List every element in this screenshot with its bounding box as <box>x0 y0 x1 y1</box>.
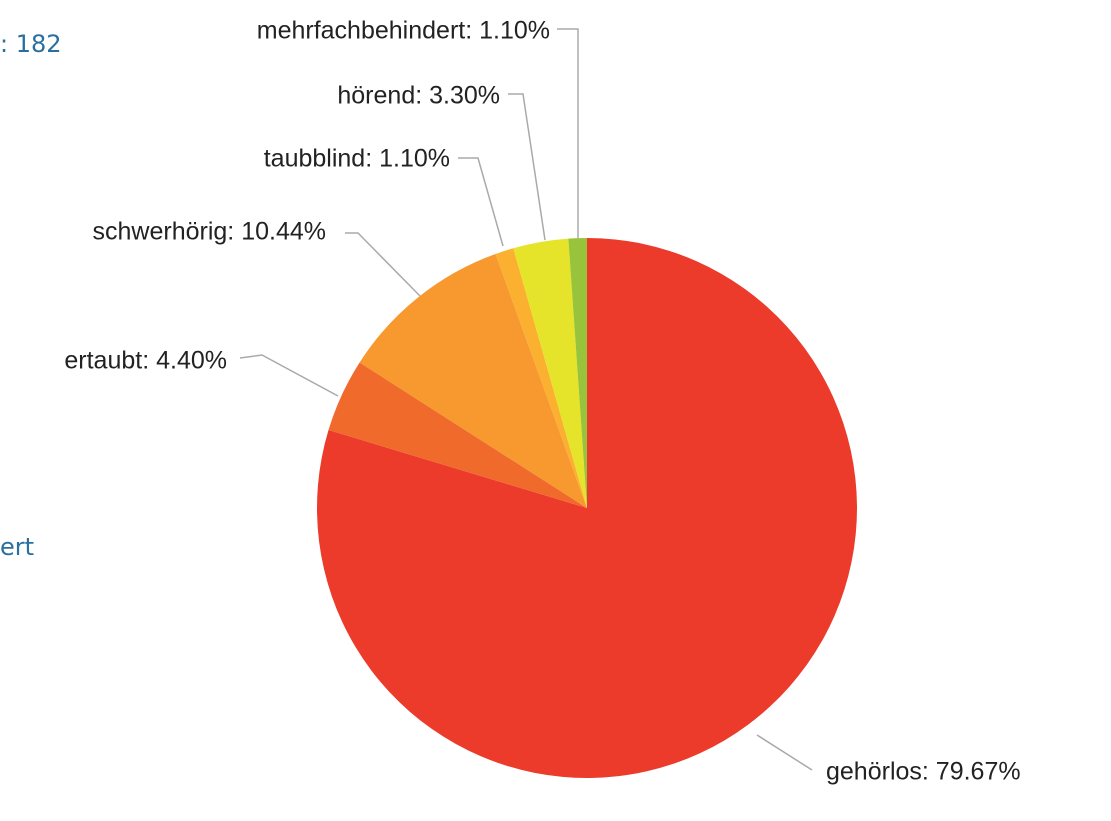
pie-slice <box>513 238 587 508</box>
leader-line <box>508 93 546 241</box>
pie-slice <box>328 362 587 508</box>
leader-line <box>756 734 813 771</box>
pie-slice <box>495 248 587 508</box>
leader-line <box>345 232 421 297</box>
slice-label: gehörlos: 79.67% <box>826 758 1021 786</box>
text-fragment: : 182 <box>0 30 62 58</box>
pie-slice <box>568 238 587 508</box>
slice-label: hörend: 3.30% <box>337 82 500 110</box>
leader-line <box>557 28 579 238</box>
slice-label: mehrfachbehindert: 1.10% <box>257 17 550 45</box>
leader-line <box>239 354 339 397</box>
leader-line <box>458 157 504 247</box>
slice-label: schwerhörig: 10.44% <box>93 218 326 246</box>
slice-label: taubblind: 1.10% <box>264 145 450 173</box>
pie-slice <box>359 253 587 508</box>
text-fragment: ert <box>0 533 34 561</box>
slice-label: ertaubt: 4.40% <box>64 347 227 375</box>
